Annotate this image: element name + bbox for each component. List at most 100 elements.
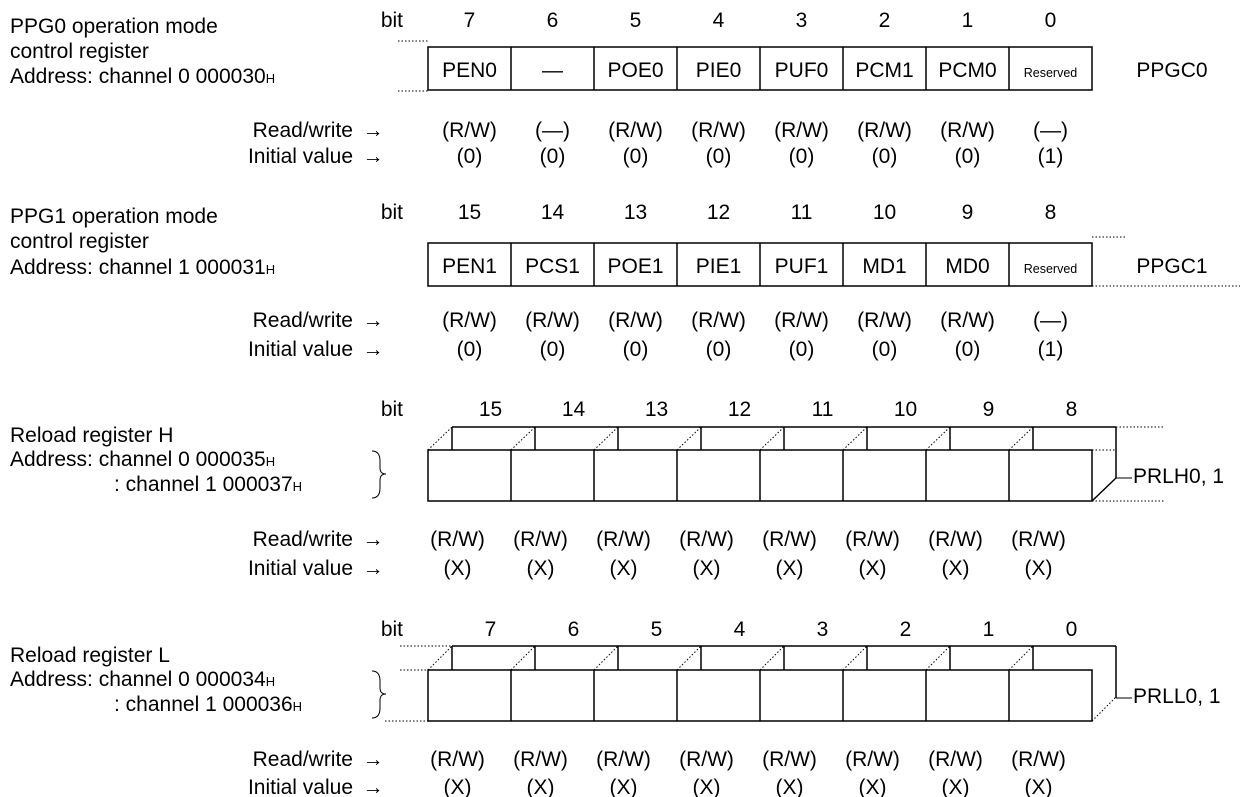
strip-diagonal <box>676 426 702 451</box>
bit-cell-label: PUF1 <box>775 255 829 278</box>
bit-number: 11 <box>812 398 834 421</box>
initial-value: (X) <box>942 776 970 797</box>
strip-diagonal <box>593 426 619 451</box>
initial-value: (X) <box>610 776 638 797</box>
bit-cell-label: PEN0 <box>442 59 497 82</box>
bit-cell-label: PUF0 <box>775 59 829 82</box>
initial-value: (X) <box>444 776 472 797</box>
rw-value: (R/W) <box>608 309 663 332</box>
bit-cell-label: MD1 <box>862 255 906 278</box>
rw-value: (R/W) <box>679 528 734 551</box>
bit-label: bit <box>381 9 403 32</box>
address-prefix: Address <box>10 256 87 279</box>
initial-value: (0) <box>789 338 815 361</box>
bit-cell-label: POE0 <box>607 59 663 82</box>
address-line: : channel 1 000037H <box>114 473 302 496</box>
rw-label: Read/write <box>253 309 353 332</box>
initial-value: (X) <box>693 776 721 797</box>
rw-value: (R/W) <box>442 119 497 142</box>
strip-diagonal <box>759 426 785 451</box>
arrow-icon: → <box>363 338 384 361</box>
rw-value: (R/W) <box>774 119 829 142</box>
bit-number: 5 <box>630 9 642 32</box>
hex-suffix: H <box>293 699 302 714</box>
rw-value: (R/W) <box>857 309 912 332</box>
rw-value: (—) <box>535 119 570 142</box>
initial-value: (0) <box>706 145 732 168</box>
rw-value: (R/W) <box>513 748 568 771</box>
initial-value: (X) <box>776 557 804 580</box>
bit-number: 1 <box>962 9 974 32</box>
bit-number: 4 <box>734 618 746 641</box>
address-value: channel 0 000030 <box>99 65 266 88</box>
initial-value: (X) <box>859 557 887 580</box>
bit-number: 13 <box>624 201 647 224</box>
initial-value-label: Initial value <box>248 557 353 580</box>
rw-value: (R/W) <box>762 748 817 771</box>
register-title-line: Reload register H <box>10 424 173 447</box>
hex-suffix: H <box>266 71 275 86</box>
strip-diagonal <box>925 645 951 671</box>
bit-number: 0 <box>1066 618 1078 641</box>
rw-value: (R/W) <box>940 119 995 142</box>
bit-cell-label: PIE1 <box>696 255 742 278</box>
arrow-icon: → <box>363 145 384 168</box>
rw-value: (R/W) <box>525 309 580 332</box>
address-value: channel 0 000034 <box>99 668 266 691</box>
address-prefix: Address <box>10 448 87 471</box>
bit-label: bit <box>381 398 403 421</box>
bit-number: 13 <box>645 398 668 421</box>
bit-number: 9 <box>962 201 974 224</box>
strip-diagonal <box>676 645 702 671</box>
bit-number: 12 <box>728 398 751 421</box>
bit-cell-label: PCS1 <box>525 255 580 278</box>
rw-value: (—) <box>1033 119 1068 142</box>
bit-number: 15 <box>458 201 481 224</box>
bit-number: 5 <box>651 618 663 641</box>
rw-label: Read/write <box>253 528 353 551</box>
bit-number: 10 <box>873 201 896 224</box>
rw-value: (R/W) <box>928 748 983 771</box>
bit-number: 6 <box>547 9 559 32</box>
strip-diagonal <box>510 426 536 451</box>
address-value: channel 1 000031 <box>99 256 266 279</box>
initial-value-label: Initial value <box>248 338 353 361</box>
bit-number: 1 <box>983 618 995 641</box>
rw-value: (R/W) <box>940 309 995 332</box>
initial-value: (0) <box>872 338 898 361</box>
bit-number: 7 <box>464 9 476 32</box>
arrow-icon: → <box>363 309 384 332</box>
rw-value: (—) <box>1033 309 1068 332</box>
rw-label: Read/write <box>253 119 353 142</box>
address-brace <box>371 450 387 499</box>
bit-cell-label: PIE0 <box>696 59 742 82</box>
register-ppgc1: PPG1 operation mode control register Add… <box>10 201 1240 287</box>
rw-value: (R/W) <box>857 119 912 142</box>
rw-value: (R/W) <box>608 119 663 142</box>
rw-value: (R/W) <box>845 528 900 551</box>
rw-value: (R/W) <box>596 748 651 771</box>
bit-number: 6 <box>568 618 580 641</box>
initial-value: (1) <box>1038 338 1064 361</box>
rw-value: (R/W) <box>928 528 983 551</box>
address-line: Address: channel 0 000030H <box>10 65 275 88</box>
initial-value: (0) <box>872 145 898 168</box>
strip-diagonal <box>1008 645 1034 671</box>
register-title-line: PPG0 operation mode <box>10 15 218 38</box>
bit-number: 14 <box>562 398 586 421</box>
hex-suffix: H <box>266 454 275 469</box>
bit-cell-label: MD0 <box>945 255 989 278</box>
arrow-icon: → <box>363 119 384 142</box>
register-name: PPGC0 <box>1136 59 1207 82</box>
initial-value: (X) <box>527 557 555 580</box>
register-prll: Reload register L Address: channel 0 000… <box>10 618 1221 722</box>
rw-value: (R/W) <box>596 528 651 551</box>
bit-number: 11 <box>791 201 813 224</box>
address-value: channel 1 000036 <box>126 693 293 716</box>
bit-cell-label: PCM0 <box>938 59 996 82</box>
initial-value: (X) <box>776 776 804 797</box>
initial-value: (X) <box>1025 776 1053 797</box>
hex-suffix: H <box>266 262 275 277</box>
address-line: Address: channel 0 000035H <box>10 448 275 471</box>
initial-value: (0) <box>623 338 649 361</box>
